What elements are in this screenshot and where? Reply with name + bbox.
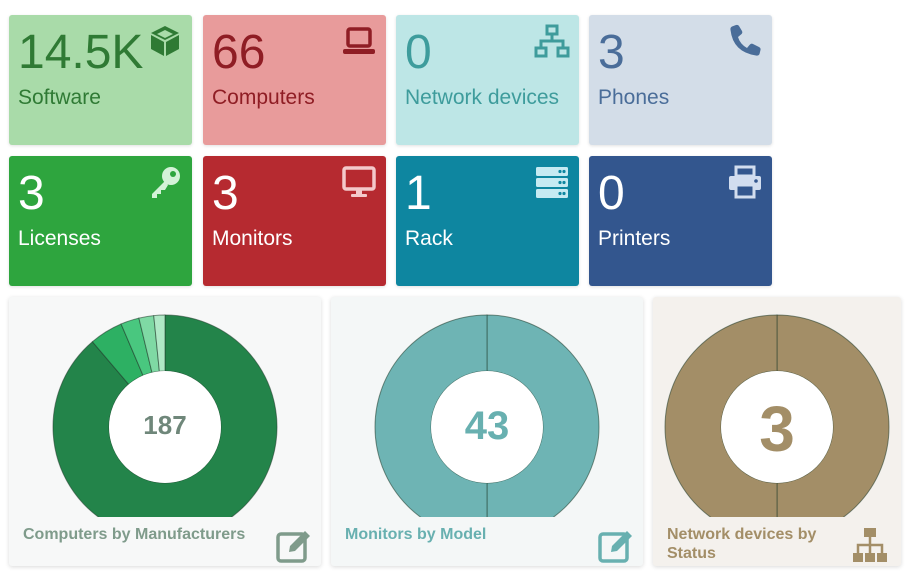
tile-computers[interactable]: 66 Computers xyxy=(203,15,386,145)
print-icon xyxy=(727,164,763,200)
chart-title-computers[interactable]: Computers by Manufacturers xyxy=(23,526,246,543)
licenses-label: Licenses xyxy=(18,227,101,250)
tile-software[interactable]: 14.5K Software xyxy=(9,15,192,145)
donut-chart-network-devices xyxy=(664,314,890,517)
tile-phones[interactable]: 3 Phones xyxy=(589,15,772,145)
licenses-count: 3 xyxy=(18,167,45,220)
donut-hole xyxy=(109,371,221,483)
monitors-label: Monitors xyxy=(212,227,293,250)
tile-monitors[interactable]: 3 Monitors xyxy=(203,156,386,286)
phones-count: 3 xyxy=(598,26,625,79)
tile-rack[interactable]: 1 Rack xyxy=(396,156,579,286)
donut-chart-monitors xyxy=(374,314,600,517)
chart-total-monitors: 43 xyxy=(464,404,510,448)
software-label: Software xyxy=(18,86,101,109)
donut-chart-computers xyxy=(52,314,278,517)
tile-network-devices[interactable]: 0 Network devices xyxy=(396,15,579,145)
edit-icon[interactable] xyxy=(597,526,635,564)
rack-count: 1 xyxy=(405,167,432,220)
rack-label: Rack xyxy=(405,227,453,250)
sitemap-icon xyxy=(851,526,889,564)
network-icon xyxy=(534,23,570,59)
phone-icon xyxy=(727,23,763,59)
chart-total-network-devices: 3 xyxy=(759,393,795,465)
chart-total-computers: 187 xyxy=(143,410,187,440)
network-devices-count: 0 xyxy=(405,26,432,79)
edit-icon[interactable] xyxy=(275,526,313,564)
card-network-devices-by-status: 3 Network devices by Status xyxy=(653,297,901,566)
card-monitors-by-model: 43 Monitors by Model xyxy=(331,297,643,566)
chart-title-monitors[interactable]: Monitors by Model xyxy=(345,526,487,543)
network-devices-label: Network devices xyxy=(405,86,560,109)
printers-count: 0 xyxy=(598,167,625,220)
card-computers-by-manufacturers: 187 Computers by Manufacturers xyxy=(9,297,321,566)
tile-licenses[interactable]: 3 Licenses xyxy=(9,156,192,286)
computers-label: Computers xyxy=(212,86,315,109)
key-icon xyxy=(147,164,183,200)
phones-label: Phones xyxy=(598,86,670,109)
printers-label: Printers xyxy=(598,227,671,250)
cube-icon xyxy=(147,23,183,59)
desktop-icon xyxy=(341,164,377,200)
laptop-icon xyxy=(341,23,377,59)
monitors-count: 3 xyxy=(212,167,239,220)
computers-count: 66 xyxy=(212,26,266,79)
donut-hole xyxy=(721,371,833,483)
tile-printers[interactable]: 0 Printers xyxy=(589,156,772,286)
server-icon xyxy=(534,164,570,200)
chart-title-network-devices[interactable]: Network devices by Status xyxy=(667,526,817,562)
software-count: 14.5K xyxy=(18,26,144,79)
donut-hole xyxy=(431,371,543,483)
